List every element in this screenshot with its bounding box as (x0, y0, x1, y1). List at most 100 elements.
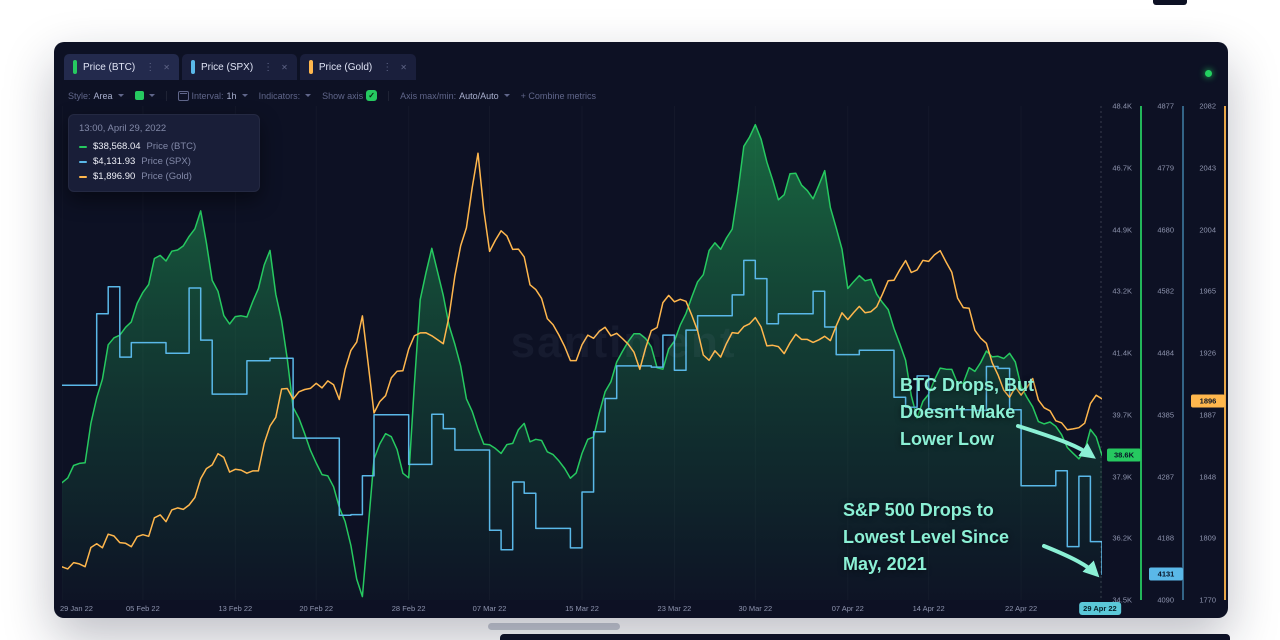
tooltip-value: $1,896.90 (93, 171, 136, 182)
axis-tick-label: 36.2K (1112, 533, 1132, 543)
chevron-down-icon (241, 94, 248, 97)
axis-tick-label: 37.9K (1112, 472, 1132, 481)
axis-maxmin-label: Axis max/min: (400, 90, 457, 101)
combine-metrics-label: + Combine metrics (520, 90, 596, 101)
chart-canvas[interactable] (62, 106, 1102, 600)
metric-dash-icon (79, 160, 87, 163)
metric-dash-icon (79, 145, 87, 148)
indicators-dropdown[interactable]: Indicators: (259, 91, 312, 101)
y-axis-btc[interactable]: 48.4K 46.7K 44.9K 43.2K 41.4K 39.7K 37.9K 36.2K… (1104, 102, 1136, 605)
axis-line-spx (1182, 106, 1184, 600)
axis-tick-label: 2004 (1199, 225, 1216, 234)
y-axis-gold[interactable]: 2082 2043 2004 1965 1926 1887 1848 1809 1770 (1188, 102, 1220, 605)
axis-tick-label: 4582 (1157, 286, 1174, 296)
show-axis-toggle[interactable]: Show axis ✓ (322, 90, 378, 101)
interval-value: 1h (226, 90, 237, 101)
style-dropdown[interactable]: Style: Area (68, 91, 124, 101)
indicators-label: Indicators: (258, 90, 301, 101)
axis-maxmin-dropdown[interactable]: Axis max/min: Auto/Auto (400, 91, 510, 101)
x-axis-tick-label: 15 Mar 22 (565, 604, 599, 613)
x-axis-tick-label: 14 Apr 22 (912, 604, 945, 613)
axis-tick-label: 2043 (1199, 163, 1216, 173)
calendar-icon (177, 90, 189, 101)
toolbar-divider (165, 90, 167, 101)
tab-close-icon[interactable]: ✕ (281, 62, 288, 72)
color-swatch-dropdown[interactable] (134, 91, 155, 100)
axis-tick-label: 1770 (1199, 595, 1216, 605)
x-axis-tick-label: 07 Apr 22 (831, 604, 864, 613)
x-axis-tick-label: 29 Jan 22 (60, 604, 93, 613)
axis-line-gold (1224, 106, 1226, 600)
tab-menu-icon[interactable]: ⋮ (263, 61, 274, 73)
x-axis-tick-label: 13 Feb 22 (218, 604, 253, 613)
axis-tick-label: 44.9K (1112, 225, 1132, 234)
axis-tick-label: 39.7K (1112, 410, 1132, 420)
y-axis-spx[interactable]: 4877 4779 4680 4582 4484 4385 4287 4188 4090 (1146, 102, 1178, 605)
next-panel-fragment (500, 634, 1230, 640)
x-axis-tick-label: 28 Feb 22 (391, 604, 426, 613)
tab-price-spx[interactable]: Price (SPX) ⋮ ✕ (181, 54, 297, 80)
metric-color-bar-icon (190, 60, 195, 74)
tab-price-btc[interactable]: Price (BTC) ⋮ ✕ (64, 54, 179, 80)
axis-tick-label: 4877 (1157, 101, 1174, 111)
metric-color-swatch (134, 91, 144, 100)
x-axis-tick-label: 30 Mar 22 (738, 604, 773, 613)
tab-price-gold[interactable]: Price (Gold) ⋮ ✕ (299, 54, 416, 80)
chevron-down-icon (305, 94, 312, 97)
tab-menu-icon[interactable]: ⋮ (145, 61, 156, 73)
style-value: Area (93, 90, 113, 101)
interval-label: Interval: (191, 90, 224, 101)
axis-line-btc (1140, 106, 1142, 600)
tab-menu-icon[interactable]: ⋮ (382, 61, 393, 73)
current-date-badge: 29 Apr 22 (1079, 602, 1121, 615)
chevron-down-icon (148, 94, 155, 97)
axis-tick-label: 46.7K (1112, 163, 1132, 173)
interval-dropdown[interactable]: Interval: 1h (177, 90, 248, 101)
tab-label: Price (SPX) (200, 61, 254, 73)
combine-metrics-button[interactable]: + Combine metrics (521, 91, 596, 101)
x-axis-tick-label: 05 Feb 22 (125, 604, 160, 613)
tab-label: Price (BTC) (83, 61, 136, 73)
axis-tick-label: 1926 (1199, 348, 1216, 358)
metric-color-bar-icon (308, 60, 313, 74)
tooltip-value: $4,131.93 (93, 156, 136, 167)
axis-tick-label: 4188 (1157, 533, 1174, 543)
chart-tooltip: 13:00, April 29, 2022 $38,568.04 Price (B… (68, 114, 260, 192)
x-axis-tick-label: 07 Mar 22 (472, 604, 507, 613)
chevron-down-icon (503, 94, 510, 97)
axis-maxmin-value: Auto/Auto (459, 90, 499, 101)
tab-bar: Price (BTC) ⋮ ✕ Price (SPX) ⋮ ✕ Price (Gold) ⋮ ✕ (64, 54, 416, 80)
axis-tick-label: 48.4K (1112, 101, 1132, 111)
horizontal-scrollbar[interactable] (488, 623, 620, 630)
axis-tick-label: 1809 (1199, 533, 1216, 543)
x-axis: 29 Jan 22 05 Feb 22 13 Feb 22 20 Feb 22 28 F… (60, 602, 1121, 616)
axis-tick-label: 4287 (1157, 472, 1174, 481)
axis-tick-label: 4090 (1157, 595, 1174, 605)
tooltip-metric: Price (Gold) (141, 171, 192, 182)
show-axis-label: Show axis (322, 90, 364, 101)
tab-close-icon[interactable]: ✕ (400, 62, 407, 72)
tooltip-metric: Price (BTC) (146, 141, 197, 152)
chart-panel: Price (BTC) ⋮ ✕ Price (SPX) ⋮ ✕ Price (Gold) ⋮ ✕… (54, 42, 1228, 618)
tooltip-row: $1,896.90 Price (Gold) (79, 171, 249, 182)
metric-color-bar-icon (73, 60, 77, 74)
axis-tick-label: 41.4K (1112, 348, 1132, 358)
style-label: Style: (68, 90, 91, 101)
axis-tick-label: 4385 (1157, 410, 1174, 420)
tab-close-icon[interactable]: ✕ (163, 62, 170, 72)
tooltip-row: $4,131.93 Price (SPX) (79, 156, 249, 167)
axis-tick-label: 43.2K (1112, 286, 1132, 296)
axis-tick-label: 1965 (1199, 286, 1216, 296)
axis-tick-label: 4680 (1157, 225, 1174, 234)
axis-tick-label: 34.5K (1112, 595, 1132, 605)
axis-tick-label: 4484 (1157, 348, 1174, 358)
tooltip-rows: $38,568.04 Price (BTC) $4,131.93 Price (SPX… (79, 141, 249, 182)
checkbox-checked-icon[interactable]: ✓ (366, 90, 378, 101)
tooltip-row: $38,568.04 Price (BTC) (79, 141, 249, 152)
axis-tick-label: 1887 (1199, 410, 1216, 420)
tooltip-value: $38,568.04 (93, 141, 141, 152)
toolbar-divider (388, 90, 390, 101)
tab-label: Price (Gold) (318, 61, 373, 73)
axis-tick-label: 2082 (1199, 101, 1216, 111)
chart-toolbar: Style: Area Interval: 1h Indicators: Sho… (68, 89, 596, 102)
